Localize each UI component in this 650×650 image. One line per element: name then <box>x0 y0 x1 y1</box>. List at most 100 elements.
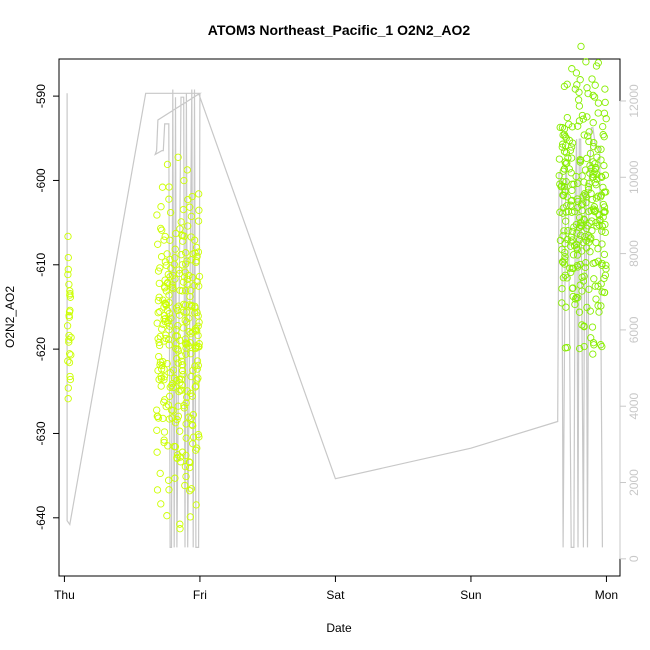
data-point <box>156 308 164 316</box>
data-point <box>182 350 190 358</box>
data-point <box>177 251 185 259</box>
data-point <box>556 123 564 132</box>
data-point <box>590 341 598 349</box>
data-point <box>155 352 163 361</box>
data-point <box>194 248 203 256</box>
data-point <box>153 426 161 434</box>
data-point <box>568 186 576 195</box>
data-point <box>63 322 72 330</box>
data-point <box>580 131 588 139</box>
data-point <box>181 286 190 295</box>
data-point <box>566 264 574 272</box>
data-point <box>180 308 188 316</box>
data-point <box>573 229 581 237</box>
data-point <box>165 291 173 299</box>
data-point <box>185 314 193 322</box>
data-point <box>568 123 576 131</box>
data-point <box>164 476 173 484</box>
data-point <box>569 292 577 301</box>
data-point <box>592 181 600 189</box>
data-point <box>591 282 599 290</box>
data-point <box>559 140 567 148</box>
data-point <box>158 325 166 333</box>
data-point <box>589 259 597 268</box>
data-point <box>154 335 162 343</box>
data-point <box>153 319 161 327</box>
data-point <box>187 350 195 358</box>
data-point <box>594 192 602 200</box>
data-point <box>65 308 74 316</box>
data-point <box>567 233 575 241</box>
data-point <box>180 232 188 240</box>
data-point <box>591 168 599 176</box>
data-point <box>560 227 568 235</box>
data-point <box>181 481 189 490</box>
data-point <box>179 237 187 245</box>
data-point <box>578 321 586 329</box>
data-point <box>584 89 592 98</box>
data-point <box>182 249 190 257</box>
data-point <box>562 177 570 186</box>
data-point <box>192 501 200 509</box>
data-point <box>65 336 73 344</box>
data-point <box>185 328 193 336</box>
data-point <box>176 225 184 233</box>
data-point <box>64 265 72 274</box>
data-point <box>594 99 603 107</box>
data-point <box>180 273 189 281</box>
data-point <box>564 227 572 235</box>
data-point <box>182 451 190 460</box>
data-point <box>561 158 569 166</box>
y-tick-label: -640 <box>34 505 48 529</box>
data-point <box>166 255 174 264</box>
data-point <box>599 183 607 192</box>
data-point <box>581 232 589 241</box>
data-point <box>176 427 184 435</box>
data-point <box>171 443 180 451</box>
data-point <box>171 245 179 253</box>
data-point <box>567 201 575 209</box>
data-point <box>578 247 586 255</box>
data-point <box>558 123 567 132</box>
data-point <box>584 183 593 191</box>
data-point <box>581 263 589 272</box>
data-point <box>583 113 591 121</box>
data-point <box>560 260 569 268</box>
data-point <box>165 309 173 318</box>
data-point <box>164 270 172 279</box>
data-point <box>580 215 588 223</box>
data-point <box>572 293 581 302</box>
data-point <box>567 154 576 162</box>
data-point <box>185 458 193 466</box>
data-point <box>175 387 183 396</box>
data-point <box>180 176 188 185</box>
data-point <box>588 195 596 204</box>
data-point <box>599 122 607 131</box>
data-point <box>186 339 194 347</box>
data-point <box>169 383 177 392</box>
data-point <box>576 158 584 166</box>
data-point <box>600 203 609 211</box>
data-point <box>193 357 202 365</box>
data-point <box>156 358 165 366</box>
data-point <box>586 248 594 256</box>
data-point <box>165 326 173 334</box>
secondary-series <box>66 89 604 549</box>
data-point <box>579 115 587 123</box>
data-point <box>598 240 606 248</box>
x-axis: Thu Fri Sat Sun Mon <box>54 575 618 602</box>
data-point <box>597 341 605 349</box>
data-point <box>601 171 610 179</box>
data-point <box>565 120 573 128</box>
chart-title: ATOM3 Northeast_Pacific_1 O2N2_AO2 <box>208 22 471 38</box>
data-point <box>588 217 596 225</box>
data-point <box>594 245 602 253</box>
data-point <box>595 211 603 219</box>
data-point <box>596 216 604 224</box>
data-point <box>583 84 591 92</box>
data-point <box>575 102 584 110</box>
x-tick-label: Thu <box>54 588 75 602</box>
data-point <box>192 258 200 267</box>
data-point <box>567 169 575 177</box>
data-point <box>573 245 581 254</box>
